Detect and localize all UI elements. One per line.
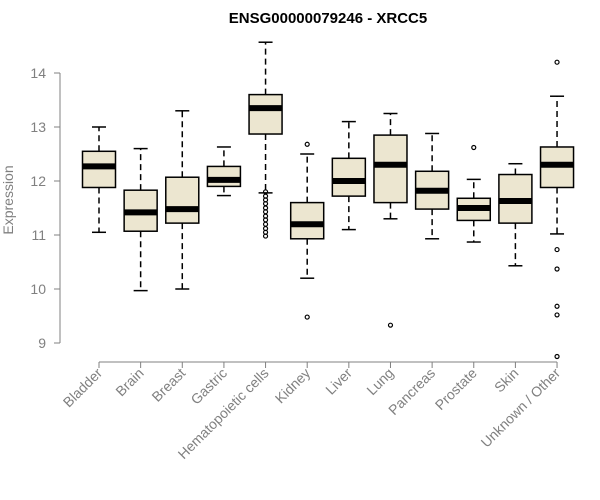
box-pancreas [414,132,450,240]
y-axis-label: Expression [0,165,16,234]
outlier-point [554,303,560,309]
outlier-point [471,144,477,151]
box-gastric [206,146,242,197]
y-tick-label: 12 [30,173,46,189]
y-tick-label: 13 [30,119,46,135]
box-breast [165,110,200,290]
outlier-point [304,141,310,147]
box-kidney [289,141,325,320]
outlier-point [262,233,269,239]
y-tick-label: 9 [38,335,46,351]
box-bladder [81,126,117,234]
x-tick-label: Lung [363,365,396,398]
x-tick-label: Breast [148,365,188,405]
y-tick-label: 10 [30,281,46,297]
x-tick-label: Unknown / Other [478,365,564,451]
iqr-box [373,134,408,204]
box-hematopoietic-cells [248,41,283,239]
x-tick-label: Kidney [272,365,314,407]
outlier-point [554,59,560,65]
box-series [81,41,575,360]
box-lung [373,112,408,328]
box-prostate [456,144,492,243]
outlier-point [554,312,560,318]
chart-title: ENSG00000079246 - XRCC5 [229,10,427,27]
iqr-box [289,201,325,240]
box-unknown-other [539,59,575,360]
y-tick-label: 11 [31,227,46,243]
iqr-box [165,176,200,224]
y-tick-label: 14 [30,65,46,81]
iqr-box [331,157,367,197]
box-skin [498,162,533,267]
outlier-point [554,353,560,360]
y-axis-ticks: 9 10 11 12 13 14 [30,65,60,351]
x-tick-label: Liver [322,365,355,398]
x-tick-label: Skin [491,365,522,396]
outlier-point [262,221,269,227]
outlier-point [387,322,394,328]
outlier-point [554,246,560,253]
iqr-box [248,93,283,135]
box-brain [123,147,158,292]
x-tick-label: Bladder [60,365,106,411]
iqr-box [206,165,242,188]
x-tick-label: Prostate [432,365,480,413]
outlier-point [554,266,560,272]
x-tick-label: Brain [112,365,146,399]
outlier-point [304,314,310,320]
box-liver [331,120,367,231]
